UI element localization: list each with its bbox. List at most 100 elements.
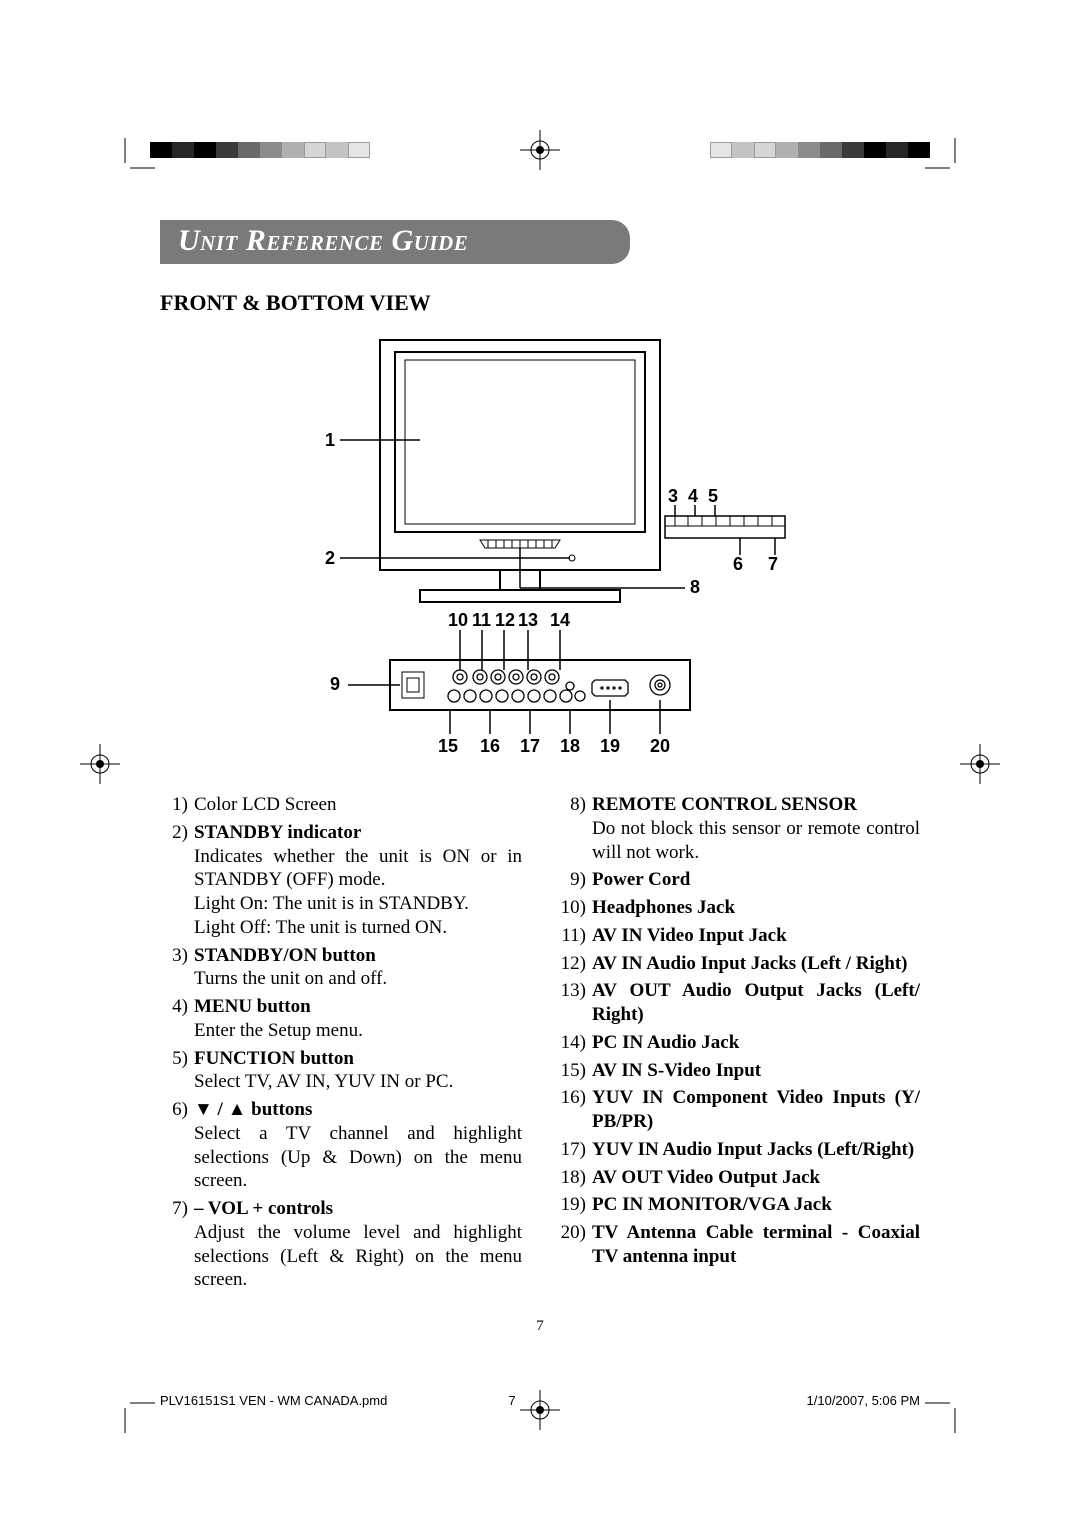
svg-text:17: 17 — [520, 736, 540, 756]
item-title: ▼ / ▲ buttons — [194, 1099, 312, 1120]
item-number: 3) — [160, 944, 194, 992]
list-item: 1)Color LCD Screen — [160, 793, 522, 817]
item-title: Headphones Jack — [592, 897, 735, 918]
item-title: PC IN MONITOR/VGA Jack — [592, 1194, 832, 1215]
header-title: Unit Reference Guide — [178, 224, 468, 257]
list-item: 15)AV IN S-Video Input — [558, 1059, 920, 1083]
item-number: 15) — [558, 1059, 592, 1083]
description-columns: 1)Color LCD Screen 2)STANDBY indicatorInd… — [160, 793, 920, 1296]
item-body: MENU buttonEnter the Setup menu. — [194, 995, 522, 1043]
svg-text:14: 14 — [550, 610, 570, 630]
item-body: TV Antenna Cable terminal - Coaxial TV a… — [592, 1221, 920, 1269]
svg-text:19: 19 — [600, 736, 620, 756]
registration-mark-right — [960, 744, 1000, 784]
list-item: 17)YUV IN Audio Input Jacks (Left/Right) — [558, 1138, 920, 1162]
item-title: AV IN Video Input Jack — [592, 925, 787, 946]
registration-mark-left — [80, 744, 120, 784]
svg-text:2: 2 — [325, 548, 335, 568]
item-title: STANDBY/ON button — [194, 945, 376, 966]
item-body: YUV IN Audio Input Jacks (Left/Right) — [592, 1138, 920, 1162]
svg-text:10: 10 — [448, 610, 468, 630]
list-item: 6)▼ / ▲ buttonsSelect a TV channel and h… — [160, 1098, 522, 1193]
left-column: 1)Color LCD Screen 2)STANDBY indicatorInd… — [160, 793, 522, 1296]
list-item: 4)MENU buttonEnter the Setup menu. — [160, 995, 522, 1043]
svg-text:6: 6 — [733, 554, 743, 574]
registration-mark-top — [520, 130, 560, 170]
list-item: 16)YUV IN Component Video Inputs (Y/ PB/… — [558, 1086, 920, 1134]
color-bar-left — [150, 142, 370, 158]
item-body: AV IN Audio Input Jacks (Left / Right) — [592, 952, 920, 976]
item-body: FUNCTION buttonSelect TV, AV IN, YUV IN … — [194, 1047, 522, 1095]
list-item: 2)STANDBY indicatorIndicates whether the… — [160, 821, 522, 940]
list-item: 20)TV Antenna Cable terminal - Coaxial T… — [558, 1221, 920, 1269]
footer-filename: PLV16151S1 VEN - WM CANADA.pmd — [160, 1393, 387, 1408]
header-bar: Unit Reference Guide — [160, 220, 630, 264]
svg-text:5: 5 — [708, 486, 718, 506]
item-number: 6) — [160, 1098, 194, 1193]
item-title: TV Antenna Cable terminal - Coaxial TV a… — [592, 1222, 920, 1267]
svg-text:3: 3 — [668, 486, 678, 506]
item-body: – VOL + controlsAdjust the volume level … — [194, 1197, 522, 1292]
crop-mark — [925, 1373, 985, 1433]
svg-text:8: 8 — [690, 577, 700, 597]
list-item: 7)– VOL + controlsAdjust the volume leve… — [160, 1197, 522, 1292]
section-subheading: FRONT & BOTTOM VIEW — [160, 290, 920, 316]
item-body: Color LCD Screen — [194, 793, 522, 817]
list-item: 5)FUNCTION buttonSelect TV, AV IN, YUV I… — [160, 1047, 522, 1095]
item-number: 18) — [558, 1166, 592, 1190]
footer-date: 1/10/2007, 5:06 PM — [807, 1393, 920, 1408]
item-title: AV OUT Audio Output Jacks (Left/ Right) — [592, 980, 920, 1025]
svg-text:1: 1 — [325, 430, 335, 450]
item-body: ▼ / ▲ buttonsSelect a TV channel and hig… — [194, 1098, 522, 1193]
list-item: 8)REMOTE CONTROL SENSORDo not block this… — [558, 793, 920, 864]
svg-text:18: 18 — [560, 736, 580, 756]
svg-text:20: 20 — [650, 736, 670, 756]
item-body: AV OUT Video Output Jack — [592, 1166, 920, 1190]
item-number: 10) — [558, 896, 592, 920]
item-title: STANDBY indicator — [194, 822, 361, 843]
item-body: PC IN Audio Jack — [592, 1031, 920, 1055]
svg-text:4: 4 — [688, 486, 698, 506]
color-bar-right — [710, 142, 930, 158]
svg-text:9: 9 — [330, 674, 340, 694]
item-number: 12) — [558, 952, 592, 976]
item-title: YUV IN Audio Input Jacks (Left/Right) — [592, 1139, 914, 1160]
item-body: PC IN MONITOR/VGA Jack — [592, 1193, 920, 1217]
item-body: AV IN Video Input Jack — [592, 924, 920, 948]
item-title: PC IN Audio Jack — [592, 1032, 739, 1053]
item-body: YUV IN Component Video Inputs (Y/ PB/PR) — [592, 1086, 920, 1134]
item-body: AV OUT Audio Output Jacks (Left/ Right) — [592, 979, 920, 1027]
svg-text:11: 11 — [472, 610, 491, 630]
list-item: 9)Power Cord — [558, 868, 920, 892]
list-item: 19)PC IN MONITOR/VGA Jack — [558, 1193, 920, 1217]
item-title: YUV IN Component Video Inputs (Y/ PB/PR) — [592, 1087, 920, 1132]
svg-text:16: 16 — [480, 736, 500, 756]
footer-page: 7 — [508, 1393, 515, 1408]
list-item: 10)Headphones Jack — [558, 896, 920, 920]
crop-mark — [95, 138, 155, 198]
item-body: Power Cord — [592, 868, 920, 892]
page-number: 7 — [160, 1318, 920, 1335]
list-item: 12)AV IN Audio Input Jacks (Left / Right… — [558, 952, 920, 976]
diagram: 1 2 345 6 7 8 9 10111213 14 15 16 17 18 19 20 — [270, 330, 920, 775]
svg-text:15: 15 — [438, 736, 458, 756]
list-item: 14)PC IN Audio Jack — [558, 1031, 920, 1055]
item-body: Headphones Jack — [592, 896, 920, 920]
item-title: FUNCTION button — [194, 1048, 354, 1069]
item-number: 5) — [160, 1047, 194, 1095]
svg-text:13: 13 — [518, 610, 538, 630]
footer: PLV16151S1 VEN - WM CANADA.pmd 7 1/10/20… — [160, 1393, 920, 1408]
svg-text:12: 12 — [495, 610, 515, 630]
list-item: 18)AV OUT Video Output Jack — [558, 1166, 920, 1190]
item-number: 13) — [558, 979, 592, 1027]
item-number: 20) — [558, 1221, 592, 1269]
item-number: 4) — [160, 995, 194, 1043]
list-item: 11)AV IN Video Input Jack — [558, 924, 920, 948]
item-title: MENU button — [194, 996, 311, 1017]
item-number: 2) — [160, 821, 194, 940]
item-number: 7) — [160, 1197, 194, 1292]
svg-text:7: 7 — [768, 554, 778, 574]
item-number: 16) — [558, 1086, 592, 1134]
list-item: 3)STANDBY/ON buttonTurns the unit on and… — [160, 944, 522, 992]
item-title: AV IN Audio Input Jacks (Left / Right) — [592, 953, 908, 974]
